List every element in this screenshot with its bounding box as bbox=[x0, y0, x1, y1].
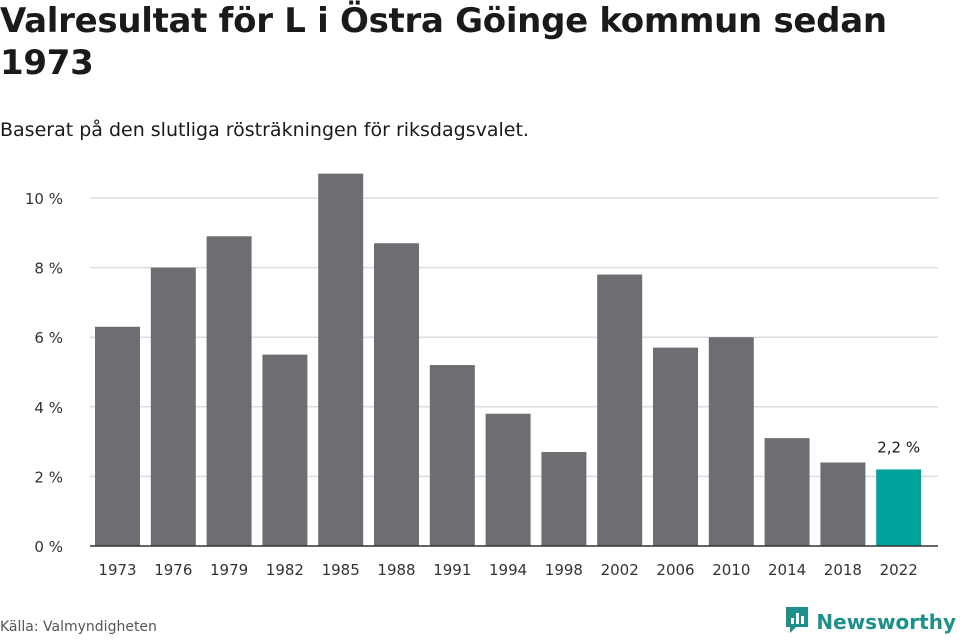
bar bbox=[485, 413, 531, 546]
bar bbox=[876, 469, 922, 546]
x-tick-label: 2006 bbox=[656, 561, 694, 579]
brand-name: Newsworthy bbox=[816, 610, 956, 634]
bar-chart: 0 % 2 % 4 % 6 % 8 % 10 % 1973 1976 1979 1982 1985 1… bbox=[25, 173, 938, 579]
y-tick-label: 8 % bbox=[34, 260, 63, 278]
bar bbox=[206, 236, 252, 546]
x-tick-label: 1982 bbox=[266, 561, 304, 579]
y-tick-label: 6 % bbox=[34, 329, 63, 347]
chart-subtitle: Baserat på den slutliga rösträkningen fö… bbox=[0, 119, 529, 141]
x-tick-label: 1991 bbox=[433, 561, 471, 579]
bar bbox=[429, 365, 475, 546]
bar bbox=[708, 337, 754, 546]
bar bbox=[150, 267, 196, 546]
brand-logo: Newsworthy bbox=[784, 607, 956, 637]
x-tick-label: 2018 bbox=[824, 561, 862, 579]
data-label: 2,2 % bbox=[877, 438, 920, 456]
bar bbox=[318, 173, 364, 546]
bar bbox=[262, 354, 308, 546]
bar bbox=[764, 438, 810, 546]
bar bbox=[541, 452, 587, 546]
x-tick-label: 1988 bbox=[377, 561, 415, 579]
bar bbox=[597, 274, 643, 546]
x-tick-label: 2002 bbox=[601, 561, 639, 579]
x-tick-label: 1985 bbox=[322, 561, 360, 579]
y-tick-label: 2 % bbox=[34, 468, 63, 486]
bar bbox=[374, 243, 419, 547]
y-tick-label: 4 % bbox=[34, 399, 63, 417]
x-tick-label: 1994 bbox=[489, 561, 527, 579]
y-tick-label: 10 % bbox=[25, 190, 63, 208]
x-tick-label: 1979 bbox=[210, 561, 248, 579]
x-tick-label: 1976 bbox=[154, 561, 192, 579]
bar bbox=[653, 347, 698, 546]
x-tick-label: 1973 bbox=[98, 561, 136, 579]
source-note: Källa: Valmyndigheten bbox=[0, 619, 157, 635]
x-tick-label: 2010 bbox=[712, 561, 750, 579]
bar bbox=[95, 326, 140, 546]
newsworthy-icon bbox=[784, 605, 810, 639]
y-tick-label: 0 % bbox=[34, 538, 63, 556]
bar bbox=[820, 462, 866, 546]
x-tick-label: 1998 bbox=[545, 561, 583, 579]
x-tick-label: 2014 bbox=[768, 561, 806, 579]
x-tick-label: 2022 bbox=[880, 561, 918, 579]
chart-title: Valresultat för L i Östra Göinge kommun … bbox=[0, 1, 887, 83]
